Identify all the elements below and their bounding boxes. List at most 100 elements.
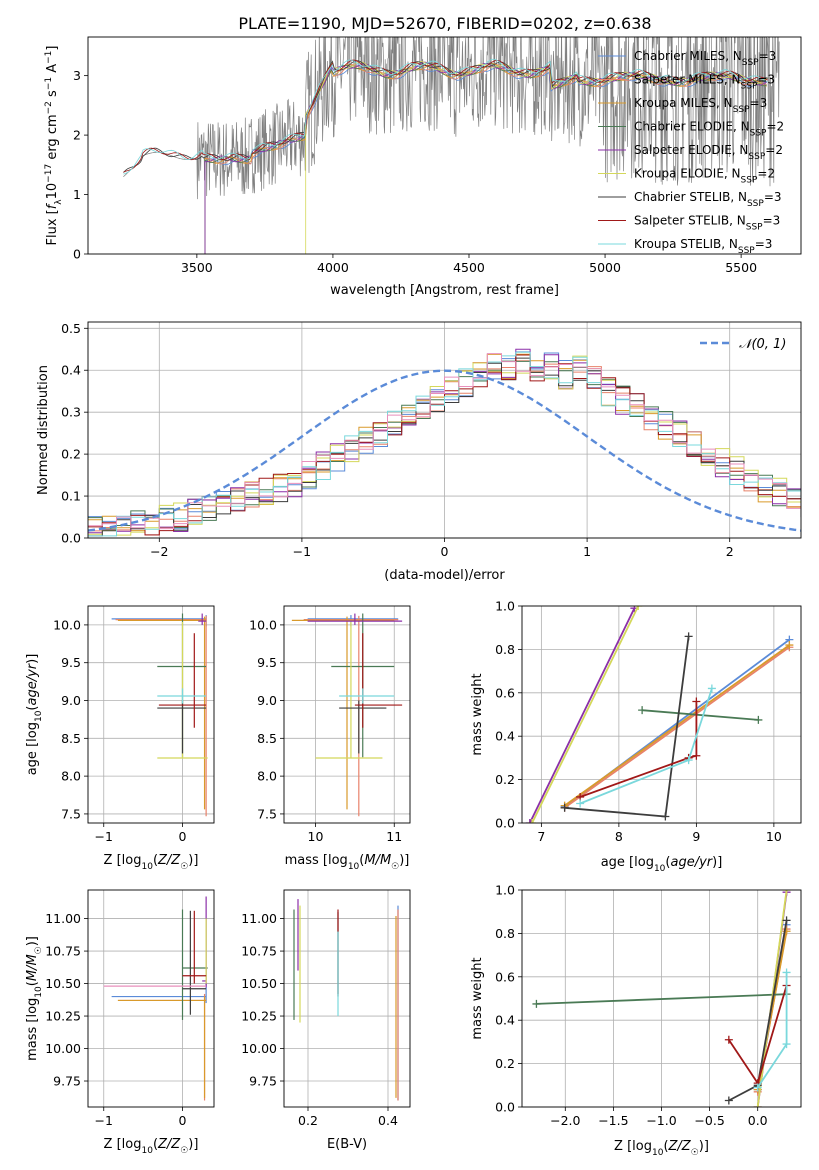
x-axis-label-part: mass [log: [285, 853, 348, 868]
x-tick-label: −1: [95, 1113, 113, 1128]
y-tick-label: 0.8: [495, 642, 515, 657]
y-tick-label: 10.50: [45, 976, 81, 991]
model-line-9: [123, 58, 768, 175]
y-tick-label: 0.8: [495, 926, 515, 941]
y-tick-label: 0.4: [495, 729, 515, 744]
y-tick-label: 0.6: [495, 685, 515, 700]
y-tick-label: 7.5: [61, 806, 81, 821]
x-axis-label: Z [log10(Z/Z☉)]: [104, 853, 199, 872]
y-tick-label: 9.0: [257, 693, 277, 708]
weight-marker: [753, 1103, 762, 1107]
x-axis-label-part: E(B-V): [327, 1137, 367, 1152]
y-tick-label: 11.00: [241, 911, 277, 926]
y-tick-label: 0.4: [495, 1013, 515, 1028]
y-axis-label-part: 10: [45, 183, 60, 200]
x-axis-label-part: 10: [141, 862, 153, 872]
y-axis-label: age [log10(age/yr)]: [25, 654, 44, 776]
x-tick-label: 10: [766, 829, 782, 844]
model-line-2: [204, 63, 767, 254]
axes-frame: [521, 605, 802, 824]
legend-label: Salpeter ELODIE, NSSP=2: [634, 143, 783, 162]
x-axis-label-part: Z/Z: [157, 853, 181, 868]
errorbar-point-8: [354, 633, 403, 728]
y-tick-label: 0.0: [495, 816, 515, 831]
x-axis-label-part: ☉: [391, 862, 399, 872]
x-tick-label: 2: [726, 544, 734, 559]
legend-label: Chabrier STELIB, NSSP=3: [634, 190, 782, 209]
mass-vs-ebv-plot-area: [293, 899, 399, 1101]
weight-line-3: [756, 931, 788, 1090]
weight-line-4: [642, 709, 759, 721]
y-axis-label-part: )]: [25, 936, 40, 946]
errorbar-point-7: [182, 910, 207, 1015]
age-vs-Z-plot-area: [111, 613, 208, 817]
y-tick-label: 1.0: [495, 599, 515, 614]
x-axis-label-part: ☉: [691, 1148, 699, 1158]
y-tick-label: 10.25: [45, 1009, 81, 1024]
legend-label: Salpeter MILES, NSSP=3: [634, 73, 775, 92]
legend-label: Chabrier MILES, NSSP=3: [634, 49, 776, 68]
y-axis-label: mass weight: [470, 673, 485, 755]
x-axis-label-part: 10: [652, 1148, 664, 1158]
y-axis-label-part: )]: [25, 654, 40, 664]
legend-label-part: Kroupa ELODIE, N: [634, 167, 741, 181]
x-axis-label-part: Z/Z: [668, 1139, 692, 1154]
x-axis-label: E(B-V): [327, 1137, 367, 1152]
y-tick-label: 10.75: [241, 944, 277, 959]
x-axis-label-part: 10: [654, 864, 666, 874]
weight-line-6: [531, 606, 640, 823]
data-spectrum-line: [123, 37, 780, 200]
legend-label-part: Salpeter MILES, N: [634, 73, 741, 87]
x-axis-label: age [log10(age/yr)]: [601, 855, 723, 874]
x-axis-label-part: Z/Z: [157, 1137, 181, 1152]
x-tick-label: −1.0: [646, 1113, 676, 1128]
weight-marker: [528, 819, 537, 823]
weight-marker: [724, 1096, 733, 1105]
y-tick-label: 9.0: [61, 693, 81, 708]
y-axis-label-part: age [log: [25, 722, 40, 775]
x-tick-label: 0: [179, 1113, 187, 1128]
x-axis-label-part: age [log: [601, 855, 654, 870]
x-axis-label-part: Z [log: [104, 1137, 142, 1152]
weight-marker: [782, 968, 791, 977]
y-axis-label-part: 10: [34, 986, 44, 998]
weight-marker: [754, 715, 763, 724]
x-axis-label: Z [log10(Z/Z☉)]: [104, 1137, 199, 1156]
weight-marker: [692, 751, 701, 760]
x-axis-label-part: )]: [399, 853, 409, 868]
y-axis-label: mass [log10(M/M☉)]: [25, 936, 44, 1061]
weight-marker: [684, 756, 693, 765]
y-tick-label: 3: [73, 68, 81, 83]
y-axis-label: Flux [fλ10−17 erg cm−2 s−1 A−1]: [44, 46, 64, 246]
y-tick-label: 8.5: [257, 731, 277, 746]
legend-label: Kroupa ELODIE, NSSP=2: [634, 167, 775, 186]
x-axis-label-part: (: [665, 855, 670, 870]
x-tick-label: −1: [293, 544, 311, 559]
y-tick-label: 1: [73, 187, 81, 202]
histogram-step-10: [88, 353, 801, 530]
errorbar-point-3: [117, 996, 207, 1098]
figure-title: PLATE=1190, MJD=52670, FIBERID=0202, z=0…: [238, 14, 651, 33]
legend-label-part: =3: [757, 73, 775, 87]
y-tick-label: 10.0: [249, 617, 277, 632]
weight-marker: [785, 641, 794, 650]
y-axis-label: mass weight: [470, 957, 485, 1039]
weight-marker: [532, 999, 541, 1008]
weight-marker: [707, 684, 716, 693]
x-axis-label-part: age/yr: [670, 855, 713, 870]
x-tick-label: 0: [441, 544, 449, 559]
y-tick-label: 10.00: [241, 1041, 277, 1056]
axes-frame: [87, 605, 215, 824]
x-tick-label: 9: [692, 829, 700, 844]
x-tick-label: −1.5: [598, 1113, 628, 1128]
legend-label-part: =3: [759, 49, 777, 63]
y-axis-label-part: −1: [44, 77, 54, 90]
panel-residual-histogram: −2 −1 0 1 2 0.0 0.1 0.2 0.3 0.4 0.5 𝒩(0, 1) (data-mo…: [36, 321, 802, 583]
x-tick-label: 0.4: [378, 1113, 398, 1128]
y-tick-label: 0.2: [61, 447, 81, 462]
y-axis-label-part: −1: [44, 51, 54, 64]
